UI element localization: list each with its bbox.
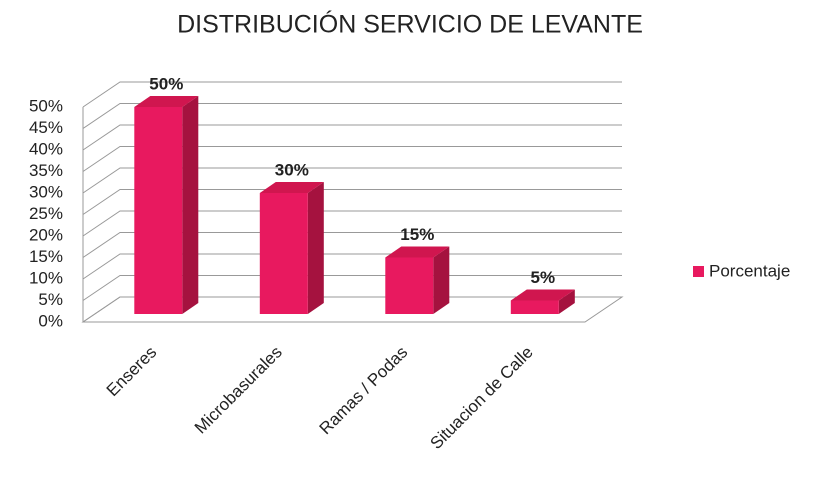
bar bbox=[510, 289, 575, 314]
x-tick-label: Situacion de Calle bbox=[426, 343, 536, 453]
bar bbox=[134, 96, 199, 314]
y-tick-label: 0% bbox=[38, 311, 63, 330]
y-tick-label: 5% bbox=[38, 290, 63, 309]
bar-top bbox=[134, 96, 199, 107]
bar-front bbox=[134, 107, 183, 314]
data-label: 15% bbox=[400, 225, 434, 244]
y-tick-label: 50% bbox=[29, 96, 63, 115]
bar bbox=[385, 246, 450, 314]
grid-line bbox=[82, 81, 622, 108]
grid-line bbox=[82, 167, 622, 194]
x-tick-label: Enseres bbox=[103, 343, 161, 401]
data-label: 50% bbox=[149, 74, 183, 93]
bar-front bbox=[385, 257, 434, 314]
bar bbox=[259, 182, 324, 314]
bar-side bbox=[558, 289, 575, 314]
grid-line bbox=[82, 296, 622, 323]
y-tick-label: 10% bbox=[29, 268, 63, 287]
bar-front bbox=[259, 193, 308, 314]
grid-line bbox=[82, 189, 622, 215]
bar-front bbox=[510, 300, 559, 314]
bar-side bbox=[182, 96, 199, 314]
grid-line bbox=[82, 146, 622, 172]
bar-top bbox=[385, 246, 450, 258]
y-tick-label: 15% bbox=[29, 247, 63, 266]
y-tick-label: 20% bbox=[29, 225, 63, 244]
grid-line bbox=[82, 275, 622, 301]
grid-line bbox=[82, 124, 622, 151]
x-tick-label: Ramas / Podas bbox=[316, 343, 412, 439]
grid-line bbox=[82, 210, 622, 237]
y-tick-label: 30% bbox=[29, 182, 63, 201]
legend-swatch bbox=[693, 266, 704, 277]
data-label: 5% bbox=[531, 268, 556, 287]
y-tick-label: 40% bbox=[29, 139, 63, 158]
bar-side bbox=[433, 246, 450, 314]
grid-line bbox=[82, 232, 622, 258]
bar-side bbox=[307, 182, 324, 314]
grid-line bbox=[82, 103, 622, 129]
data-label: 30% bbox=[275, 160, 309, 179]
y-tick-label: 45% bbox=[29, 118, 63, 137]
y-tick-label: 35% bbox=[29, 161, 63, 180]
bar-top bbox=[259, 182, 324, 193]
grid-line bbox=[82, 253, 622, 280]
legend-label: Porcentaje bbox=[709, 261, 790, 280]
y-tick-label: 25% bbox=[29, 204, 63, 223]
bar-top bbox=[510, 289, 575, 301]
chart-title: DISTRIBUCIÓN SERVICIO DE LEVANTE bbox=[177, 10, 643, 39]
x-tick-label: Microbasurales bbox=[191, 343, 286, 438]
